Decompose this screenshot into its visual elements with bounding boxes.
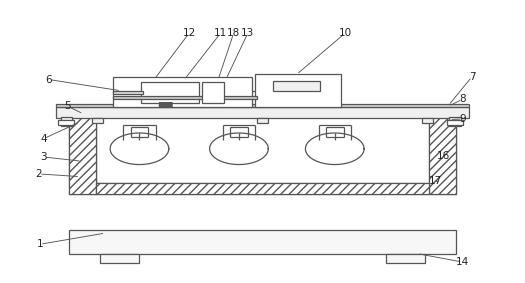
Bar xyxy=(96,183,429,194)
Bar xyxy=(257,117,268,123)
Bar xyxy=(202,82,224,103)
Bar xyxy=(113,96,257,99)
Text: 4: 4 xyxy=(40,134,47,144)
Text: 17: 17 xyxy=(429,177,442,186)
Bar xyxy=(92,117,103,123)
Text: 13: 13 xyxy=(241,28,255,38)
Bar xyxy=(56,107,469,117)
Text: 8: 8 xyxy=(459,94,466,104)
Bar xyxy=(100,254,140,263)
Text: 6: 6 xyxy=(46,74,52,85)
Text: 18: 18 xyxy=(227,28,240,38)
Bar xyxy=(447,120,463,125)
Text: 12: 12 xyxy=(183,28,196,38)
Text: 5: 5 xyxy=(65,101,71,111)
Text: 1: 1 xyxy=(37,239,43,249)
Bar xyxy=(113,77,252,107)
Bar xyxy=(58,120,74,125)
Bar xyxy=(273,81,320,91)
Text: 2: 2 xyxy=(36,169,42,179)
Bar xyxy=(69,116,96,194)
Text: 3: 3 xyxy=(40,152,47,162)
Text: 11: 11 xyxy=(214,28,227,38)
Bar xyxy=(113,91,143,94)
Bar xyxy=(69,230,456,254)
Text: 7: 7 xyxy=(469,72,475,82)
Text: 14: 14 xyxy=(456,257,469,267)
Bar xyxy=(422,117,433,123)
Bar xyxy=(429,116,456,194)
Bar xyxy=(56,104,469,107)
Bar xyxy=(61,117,72,126)
Bar xyxy=(385,254,425,263)
Bar xyxy=(255,74,341,107)
Bar xyxy=(69,116,456,194)
Text: 9: 9 xyxy=(459,114,466,124)
Bar xyxy=(141,82,198,103)
Bar xyxy=(449,117,461,126)
Bar xyxy=(96,116,429,183)
Text: 10: 10 xyxy=(339,28,352,38)
Text: 16: 16 xyxy=(436,151,450,160)
